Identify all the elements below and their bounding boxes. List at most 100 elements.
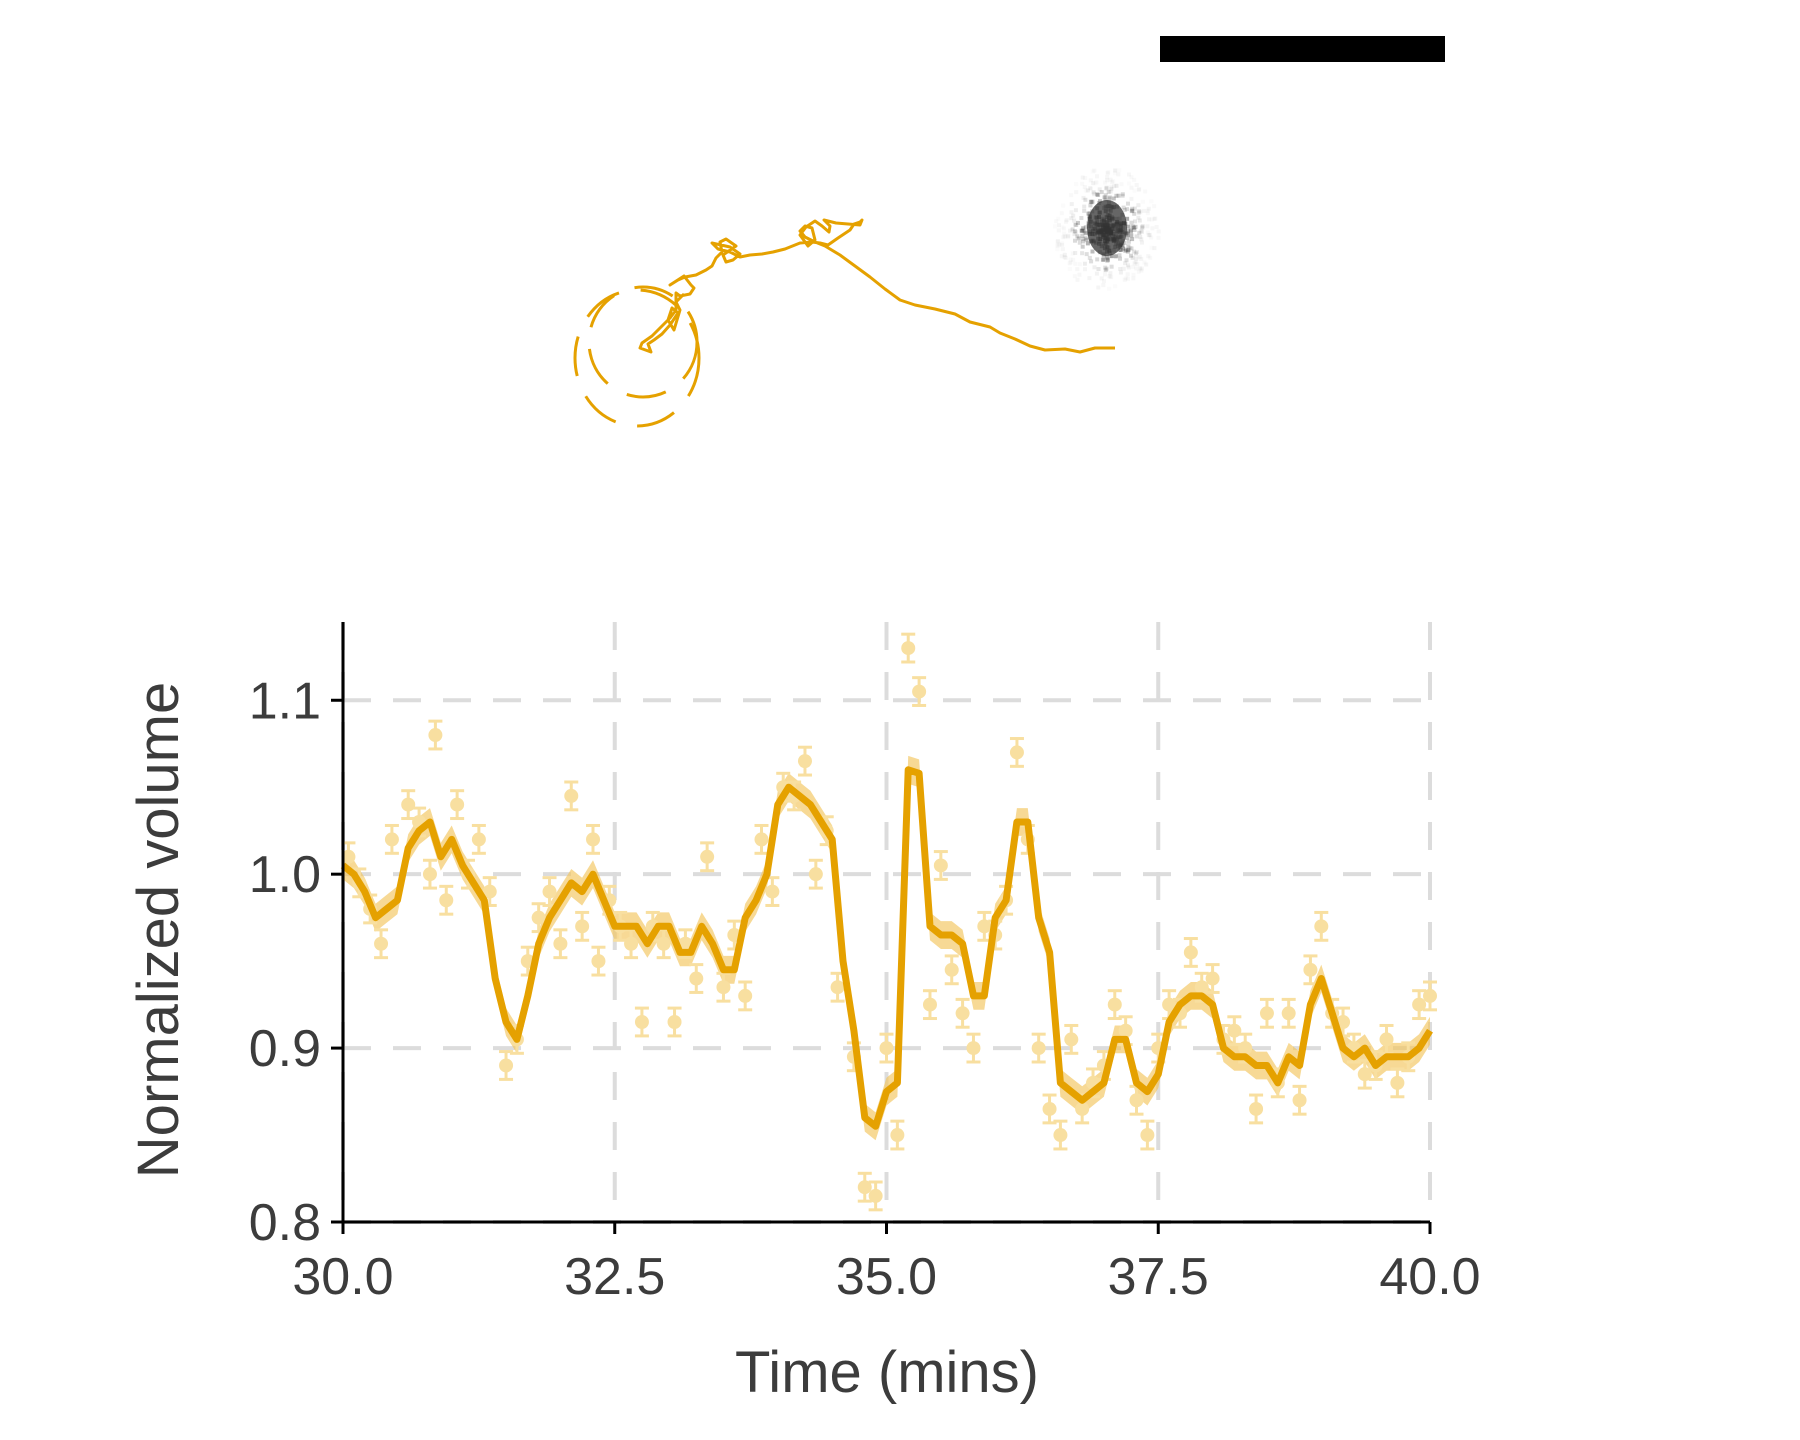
data-point bbox=[1249, 1093, 1264, 1125]
data-point bbox=[754, 823, 769, 855]
cell-image-pixel bbox=[1086, 211, 1091, 216]
cell-image-pixel bbox=[1140, 225, 1144, 230]
cell-image-pixel bbox=[1149, 199, 1153, 203]
data-point bbox=[1140, 1119, 1155, 1151]
data-point bbox=[428, 719, 443, 751]
cell-image-pixel bbox=[1087, 211, 1092, 216]
cell-image-pixel bbox=[1132, 228, 1137, 232]
cell-image-pixel bbox=[1100, 257, 1105, 262]
cell-image-pixel bbox=[1147, 217, 1152, 222]
data-point bbox=[700, 841, 715, 873]
cell-image-pixel bbox=[1084, 237, 1089, 242]
cell-image-pixel bbox=[1083, 267, 1087, 272]
cell-image-pixel bbox=[1145, 224, 1150, 229]
cell-image-pixel bbox=[1134, 234, 1139, 239]
cell-image-pixel bbox=[1126, 239, 1131, 244]
cell-image-pixel bbox=[1129, 196, 1134, 201]
data-point bbox=[879, 1032, 894, 1064]
data-point bbox=[1009, 737, 1024, 768]
cell-image-pixel bbox=[1125, 249, 1130, 254]
data-point bbox=[1183, 937, 1198, 968]
cell-image-pixel bbox=[1059, 254, 1064, 259]
cell-image-pixel bbox=[1088, 203, 1093, 208]
data-point bbox=[624, 928, 639, 960]
cell-image-pixel bbox=[1070, 202, 1074, 206]
cell-image-pixel bbox=[1068, 267, 1072, 271]
cell-image-pixel bbox=[1057, 242, 1062, 247]
x-axis-ticks: 30.0 32.5 35.0 37.5 40.0 bbox=[292, 1222, 1481, 1306]
cell-image-pixel bbox=[1111, 196, 1116, 201]
cell-image-pixel bbox=[1087, 276, 1092, 281]
cell-image-pixel bbox=[1137, 218, 1142, 223]
data-point bbox=[1423, 980, 1437, 1012]
cell-image-pixel bbox=[1123, 261, 1128, 266]
data-point bbox=[857, 1171, 872, 1203]
cell-image-pixel bbox=[1139, 268, 1144, 273]
cell-image-pixel bbox=[1108, 177, 1113, 182]
cell-image-pixel bbox=[1126, 247, 1131, 252]
cell-image-pixel bbox=[1089, 259, 1094, 264]
x-tick-label: 35.0 bbox=[836, 1248, 937, 1306]
cell-image-pixel bbox=[1076, 236, 1081, 241]
chart-grid bbox=[341, 622, 1432, 1224]
cell-image-pixel bbox=[1097, 187, 1102, 192]
cell-image-pixel bbox=[1082, 204, 1087, 209]
cell-image-pixel bbox=[1131, 224, 1136, 229]
cell-image-pixel bbox=[1102, 195, 1107, 200]
cell-image-pixel bbox=[1085, 241, 1090, 246]
cell-image-pixel bbox=[1121, 246, 1126, 251]
cell-image-pixel bbox=[1148, 256, 1152, 260]
cell-image-pixel bbox=[1090, 249, 1095, 254]
cell-image-pixel bbox=[1081, 239, 1086, 244]
cell-image-pixel bbox=[1141, 208, 1146, 213]
cell-image-pixel bbox=[1114, 254, 1118, 259]
cell-image-pixel bbox=[1135, 250, 1140, 255]
cell-image-pixel bbox=[1136, 215, 1141, 220]
cell-image-pixel bbox=[1133, 219, 1137, 224]
y-tick-label: 0.8 bbox=[249, 1194, 321, 1252]
data-point bbox=[1238, 1032, 1253, 1064]
data-point bbox=[1303, 954, 1318, 986]
cell-image-pixel bbox=[1076, 220, 1080, 225]
data-point bbox=[944, 954, 959, 986]
cell-image-pixel bbox=[1073, 274, 1077, 278]
cell-image-pixel bbox=[1109, 254, 1114, 259]
cell-image-pixel bbox=[1131, 265, 1135, 269]
cell-image-pixel bbox=[1080, 233, 1085, 238]
cell-image-pixel bbox=[1132, 249, 1137, 254]
cell-image-pixel bbox=[1095, 192, 1099, 197]
cell-image-pixel bbox=[1134, 256, 1139, 261]
y-axis-label: Normalized volume bbox=[126, 682, 191, 1178]
cell-image-pixel bbox=[1074, 190, 1079, 195]
cell-image-pixel bbox=[1137, 230, 1142, 235]
cell-image-pixel bbox=[1152, 204, 1156, 208]
cell-image-pixel bbox=[1084, 252, 1089, 257]
data-point bbox=[1336, 1006, 1351, 1038]
data-point bbox=[439, 884, 454, 916]
cell-image-pixel bbox=[1130, 225, 1135, 230]
cell-image-pixel bbox=[1073, 222, 1077, 227]
cell-image-pixel bbox=[1095, 174, 1099, 179]
data-point bbox=[738, 980, 753, 1012]
y-tick-label: 0.9 bbox=[249, 1020, 321, 1078]
cell-image-pixel bbox=[1091, 181, 1095, 186]
cell-image-pixel bbox=[1073, 238, 1077, 243]
cell-image-pixel bbox=[1110, 180, 1115, 185]
cell-image-pixel bbox=[1127, 172, 1131, 177]
cell-image-pixel bbox=[1074, 182, 1078, 186]
y-tick-label: 1.0 bbox=[249, 846, 321, 904]
cell-image-pixel bbox=[1117, 247, 1122, 252]
cell-image-pixel bbox=[1146, 254, 1151, 259]
data-point bbox=[591, 945, 606, 977]
cell-image-pixel bbox=[1099, 276, 1104, 281]
cell-image-pixel bbox=[1146, 206, 1151, 211]
cell-image-pixel bbox=[1081, 195, 1086, 200]
x-tick-label: 40.0 bbox=[1379, 1248, 1480, 1306]
data-point bbox=[520, 945, 535, 977]
cell-image-pixel bbox=[1131, 276, 1136, 281]
cell-image-pixel bbox=[1108, 271, 1113, 276]
cell-image-pixel bbox=[1073, 230, 1078, 235]
cell-image-pixel bbox=[1123, 248, 1128, 253]
cell-image-pixel bbox=[1135, 262, 1140, 267]
cell-image-pixel bbox=[1070, 227, 1075, 232]
